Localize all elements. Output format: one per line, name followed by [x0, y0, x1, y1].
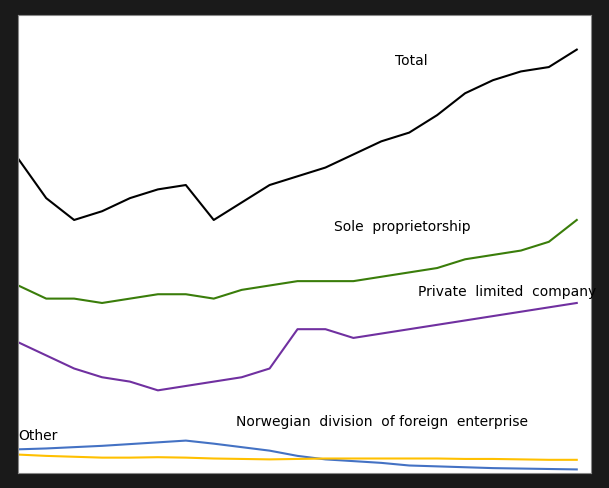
Text: Total: Total	[395, 54, 428, 67]
Text: Sole  proprietorship: Sole proprietorship	[334, 220, 470, 234]
Text: Private  limited  company: Private limited company	[418, 285, 596, 299]
Text: Other: Other	[18, 429, 58, 443]
Text: Norwegian  division  of foreign  enterprise: Norwegian division of foreign enterprise	[236, 415, 528, 429]
